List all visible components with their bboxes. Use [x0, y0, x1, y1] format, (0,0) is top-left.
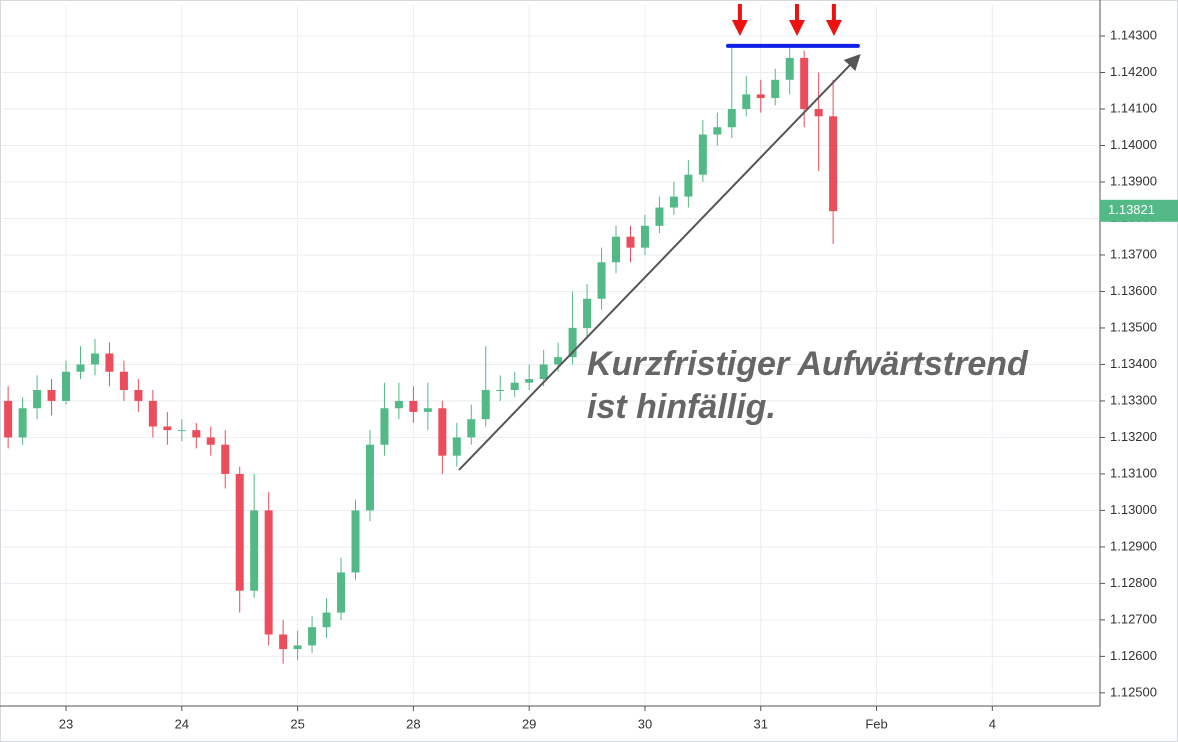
candle-body — [438, 408, 447, 456]
candle-body — [351, 510, 360, 573]
candle-body — [206, 437, 215, 445]
y-tick-label: 1.12800 — [1110, 575, 1157, 590]
y-tick-label: 1.14100 — [1110, 100, 1157, 115]
candle-body — [380, 408, 389, 445]
y-tick-label: 1.12600 — [1110, 648, 1157, 663]
candle-body — [771, 79, 780, 99]
candle-body — [655, 207, 664, 226]
candle-body — [684, 174, 693, 197]
y-tick-label: 1.13200 — [1110, 429, 1157, 444]
candle-body — [756, 94, 765, 99]
candle-body — [742, 94, 751, 110]
candle-body — [279, 634, 288, 650]
x-tick-label: 25 — [290, 716, 304, 731]
candle-body — [192, 430, 201, 438]
candle-body — [322, 612, 331, 628]
candle-body — [814, 109, 823, 117]
candle-body — [727, 109, 736, 128]
candle-body — [612, 236, 621, 263]
y-tick-label: 1.13400 — [1110, 356, 1157, 371]
y-tick-label: 1.13300 — [1110, 392, 1157, 407]
candle-body — [308, 627, 317, 646]
candle-body — [105, 353, 114, 372]
candle-body — [4, 400, 13, 438]
candle-body — [18, 408, 27, 438]
y-tick-label: 1.12900 — [1110, 538, 1157, 553]
candle-body — [90, 353, 99, 365]
candle-body — [640, 225, 649, 248]
candle-body — [829, 116, 838, 212]
trendline — [458, 53, 861, 471]
candle-body — [597, 262, 606, 299]
x-tick-label: 31 — [754, 716, 768, 731]
candle-body — [47, 389, 56, 401]
candle-body — [423, 408, 432, 412]
annotation: ist hinfällig. — [587, 388, 776, 426]
candle-body — [235, 473, 244, 591]
x-tick-label: 4 — [989, 716, 996, 731]
price-label: 1.13821 — [1108, 202, 1155, 217]
candle-body — [250, 510, 259, 591]
candle-body — [33, 389, 42, 409]
candle-body — [365, 444, 374, 511]
candle-body — [409, 400, 418, 412]
candle-body — [293, 645, 302, 650]
y-tick-label: 1.13600 — [1110, 283, 1157, 298]
annotation: Kurzfristiger Aufwärtstrend — [587, 345, 1029, 383]
y-tick-label: 1.14000 — [1110, 137, 1157, 152]
candle-body — [177, 430, 186, 432]
x-tick-label: 30 — [638, 716, 652, 731]
candle-body — [119, 371, 128, 390]
candle-body — [800, 57, 809, 110]
candle-body — [452, 437, 461, 456]
candle-body — [163, 426, 172, 431]
candle-body — [337, 572, 346, 613]
candle-body — [62, 371, 71, 401]
x-tick-label: 23 — [59, 716, 73, 731]
candle-body — [554, 357, 563, 365]
candle-body — [76, 364, 85, 372]
candle-body — [481, 389, 490, 420]
y-tick-label: 1.13500 — [1110, 319, 1157, 334]
y-tick-label: 1.14300 — [1110, 27, 1157, 42]
candle-body — [713, 127, 722, 135]
x-tick-label: 29 — [522, 716, 536, 731]
candle-body — [148, 400, 157, 427]
candle-body — [698, 134, 707, 175]
candle-body — [510, 382, 519, 390]
y-tick-label: 1.12500 — [1110, 684, 1157, 699]
candle-body — [583, 298, 592, 328]
y-tick-label: 1.12700 — [1110, 611, 1157, 626]
y-tick-label: 1.13700 — [1110, 246, 1157, 261]
price-label-box — [1100, 199, 1178, 222]
y-tick-label: 1.14200 — [1110, 64, 1157, 79]
candle-body — [134, 389, 143, 401]
candle-body — [525, 379, 534, 383]
y-tick-label: 1.13100 — [1110, 465, 1157, 480]
candle-body — [626, 236, 635, 248]
x-tick-label: 28 — [406, 716, 420, 731]
candle-body — [539, 364, 548, 380]
x-tick-label: Feb — [865, 716, 887, 731]
x-tick-label: 24 — [175, 716, 189, 731]
candle-body — [467, 419, 476, 438]
candle-body — [264, 510, 273, 635]
candle-body — [568, 327, 577, 358]
candle-body — [394, 400, 403, 409]
candle-body — [221, 444, 230, 474]
candle-body — [669, 196, 678, 208]
candle-body — [785, 57, 794, 80]
y-tick-label: 1.13900 — [1110, 173, 1157, 188]
candle-body — [496, 389, 505, 391]
y-tick-label: 1.13000 — [1110, 502, 1157, 517]
